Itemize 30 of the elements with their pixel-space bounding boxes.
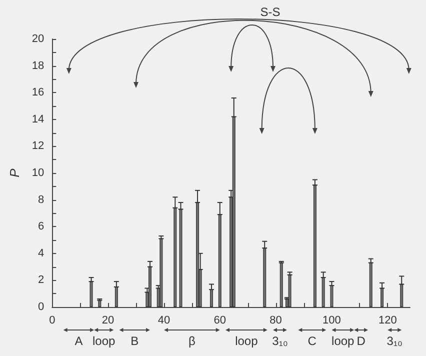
y-tick-label: 0 [38,301,44,313]
text: D [356,334,366,348]
y-tick-label: 20 [32,33,44,45]
text: loop [92,334,116,348]
x-tick-label: 80 [270,314,282,326]
y-axis-title: P [7,168,22,178]
x-tick-label: 20 [102,314,114,326]
y-tick-label: 18 [32,60,44,72]
text: loop [332,334,355,348]
y-tick-label: 12 [32,140,44,152]
x-tick-label: 0 [49,314,56,326]
text: C [308,334,317,348]
text: A [74,334,83,348]
y-tick-label: 2 [38,274,44,286]
text: S-S [260,5,280,19]
x-tick-label: 40 [158,314,170,326]
y-tick-label: 16 [32,86,44,99]
y-tick-label: 14 [32,113,44,126]
x-tick-label: 60 [214,314,226,326]
text: 3₁₀ [386,334,402,348]
text: B [130,334,139,348]
y-tick-label: 8 [38,194,44,206]
text: loop [235,334,258,348]
y-tick-label: 4 [38,247,44,260]
text: 3₁₀ [272,334,288,348]
x-tick-label: 120 [378,314,397,326]
y-tick-label: 6 [38,220,44,233]
x-tick-label: 100 [322,314,341,326]
text: β [188,334,196,348]
y-tick-label: 10 [32,167,44,179]
